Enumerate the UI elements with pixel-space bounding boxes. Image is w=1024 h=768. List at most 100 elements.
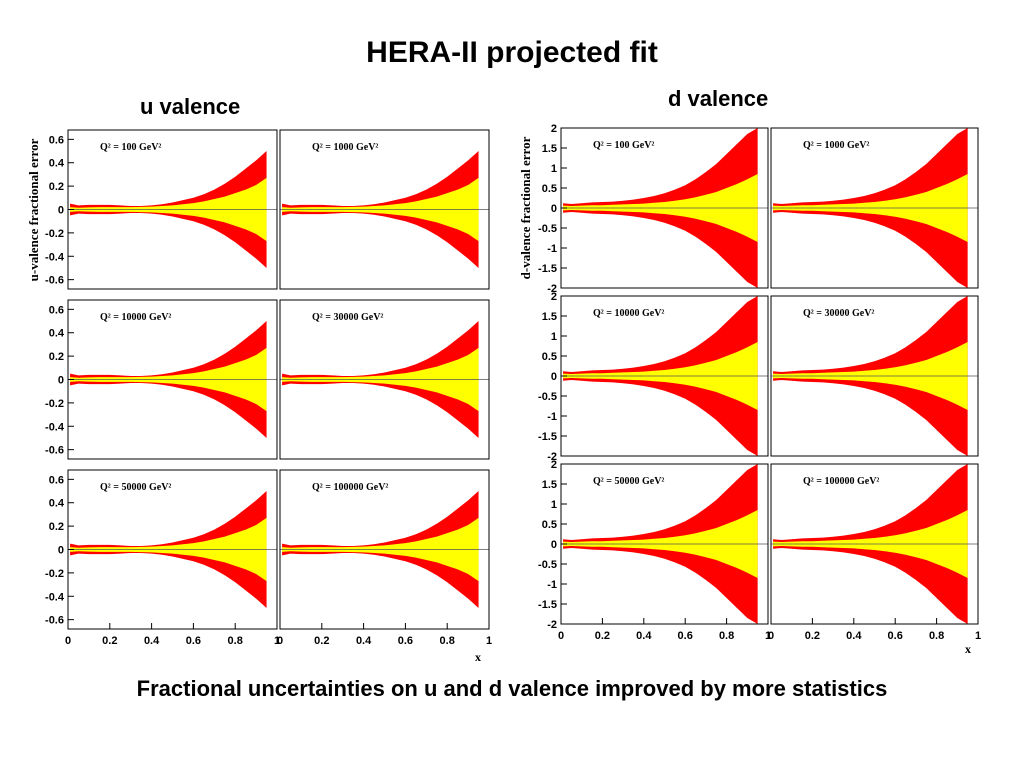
y-tick-label: -0.4 — [45, 251, 65, 263]
x-tick-label: 0.4 — [144, 635, 160, 647]
q2-label: Q² = 100 GeV² — [100, 142, 161, 153]
y-tick-label: 0.5 — [542, 183, 557, 195]
x-tick-label: 0.2 — [314, 635, 329, 647]
x-tick-label: 0 — [65, 635, 71, 647]
x-tick-label: 0.6 — [888, 630, 903, 642]
chart-group-1: d-valence fractional error x Q² = 100 GeV²… — [518, 123, 981, 656]
y-tick-label: 0.2 — [49, 181, 64, 193]
x-tick-label: 0.4 — [636, 630, 652, 642]
x-tick-label: 0.6 — [678, 630, 693, 642]
y-tick-label: -0.2 — [45, 398, 64, 410]
q2-label: Q² = 10000 GeV² — [100, 312, 171, 323]
chart-group-0: u-valence fractional error x Q² = 100 GeV²… — [26, 129, 492, 664]
y-tick-label: 1.5 — [542, 143, 557, 155]
panel-5: Q² = 100000 GeV² 0 0.2 0.4 0.6 0.8 1 — [277, 469, 492, 647]
y-tick-label: 1 — [551, 499, 557, 511]
y-tick-label: 0.6 — [49, 134, 64, 146]
y-tick-label: 1 — [551, 163, 557, 175]
x-tick-label: 0.8 — [929, 630, 944, 642]
panel-5: Q² = 100000 GeV² 0 0.2 0.4 0.6 0.8 1 — [768, 463, 981, 642]
y-tick-label: -2 — [547, 451, 557, 463]
q2-label: Q² = 1000 GeV² — [803, 140, 869, 151]
y-tick-label: -0.6 — [45, 275, 64, 287]
y-tick-label: 0.4 — [49, 498, 65, 510]
y-tick-label: -0.2 — [45, 568, 64, 580]
y-tick-label: 2 — [551, 123, 557, 135]
y-tick-label: -1.5 — [538, 599, 557, 611]
y-tick-label: 2 — [551, 459, 557, 471]
y-tick-label: -0.5 — [538, 559, 557, 571]
q2-label: Q² = 100000 GeV² — [312, 482, 388, 493]
x-tick-label: 0 — [768, 630, 774, 642]
page-title: HERA-II projected fit — [366, 36, 658, 69]
x-tick-label: 0.4 — [846, 630, 862, 642]
q2-label: Q² = 30000 GeV² — [803, 308, 874, 319]
x-tick-label: 0.8 — [440, 635, 455, 647]
y-tick-label: 0.6 — [49, 474, 64, 486]
y-tick-label: -0.2 — [45, 228, 64, 240]
q2-label: Q² = 50000 GeV² — [100, 482, 171, 493]
panel-1: Q² = 1000 GeV² — [279, 129, 490, 290]
x-tick-label: 0 — [558, 630, 564, 642]
y-tick-label: 0.4 — [49, 158, 65, 170]
panel-frame — [770, 295, 979, 457]
x-tick-label: 0 — [277, 635, 283, 647]
y-tick-label: -0.5 — [538, 391, 557, 403]
y-tick-label: -1 — [547, 243, 557, 255]
y-tick-label: -0.5 — [538, 223, 557, 235]
y-tick-label: 0 — [551, 371, 557, 383]
y-tick-label: -1 — [547, 411, 557, 423]
x-tick-label: 0.8 — [228, 635, 243, 647]
x-tick-label: 0.2 — [805, 630, 820, 642]
q2-label: Q² = 100000 GeV² — [803, 476, 879, 487]
y-tick-label: -0.4 — [45, 421, 65, 433]
panel-3: Q² = 30000 GeV² — [279, 299, 490, 460]
y-tick-label: -2 — [547, 619, 557, 631]
panel-3: Q² = 30000 GeV² — [770, 295, 979, 457]
y-tick-label: 0 — [58, 375, 64, 387]
panel-2: Q² = 10000 GeV² 2 1.5 1 0.5 0 -0.5 -1 -1.5 -2 — [538, 291, 769, 463]
y-tick-label: 0 — [551, 539, 557, 551]
panel-0: Q² = 100 GeV² 2 1.5 1 0.5 0 -0.5 -1 -1.5 -2 — [538, 123, 769, 295]
y-tick-label: 0.2 — [49, 521, 64, 533]
y-tick-label: 1.5 — [542, 479, 557, 491]
x-tick-label: 0.6 — [186, 635, 201, 647]
panel-2: Q² = 10000 GeV² 0.6 0.4 0.2 0 -0.2 -0.4 -0.6 — [45, 299, 278, 460]
y-tick-label: 0.5 — [542, 519, 557, 531]
u-valence-title: u valence — [140, 94, 241, 119]
y-axis-label: d-valence fractional error — [518, 136, 533, 279]
y-tick-label: 0.4 — [49, 328, 65, 340]
y-tick-label: -1.5 — [538, 263, 557, 275]
panel-frame — [770, 463, 979, 625]
y-axis-label: u-valence fractional error — [26, 138, 41, 281]
y-tick-label: 0.2 — [49, 351, 64, 363]
q2-label: Q² = 10000 GeV² — [593, 308, 664, 319]
d-valence-title: d valence — [668, 86, 769, 111]
panel-1: Q² = 1000 GeV² — [770, 127, 979, 289]
x-axis-label: x — [965, 642, 971, 656]
y-tick-label: 1.5 — [542, 311, 557, 323]
y-tick-label: -2 — [547, 283, 557, 295]
x-tick-label: 1 — [975, 630, 981, 642]
x-tick-label: 1 — [765, 630, 771, 642]
x-axis-label: x — [475, 650, 481, 664]
x-tick-label: 1 — [486, 635, 492, 647]
panel-frame — [279, 299, 490, 460]
x-tick-label: 0.8 — [719, 630, 734, 642]
y-tick-label: -1.5 — [538, 431, 557, 443]
q2-label: Q² = 50000 GeV² — [593, 476, 664, 487]
panel-0: Q² = 100 GeV² 0.6 0.4 0.2 0 -0.2 -0.4 -0.6 — [45, 129, 278, 290]
y-tick-label: -0.6 — [45, 445, 64, 457]
y-tick-label: -0.4 — [45, 591, 65, 603]
y-tick-label: 2 — [551, 291, 557, 303]
x-tick-label: 0.4 — [356, 635, 372, 647]
x-tick-label: 1 — [274, 635, 280, 647]
footer-caption: Fractional uncertainties on u and d vale… — [136, 676, 888, 701]
x-tick-label: 0.2 — [102, 635, 117, 647]
y-tick-label: 0.5 — [542, 351, 557, 363]
x-tick-label: 0.2 — [595, 630, 610, 642]
y-tick-label: 0 — [58, 545, 64, 557]
